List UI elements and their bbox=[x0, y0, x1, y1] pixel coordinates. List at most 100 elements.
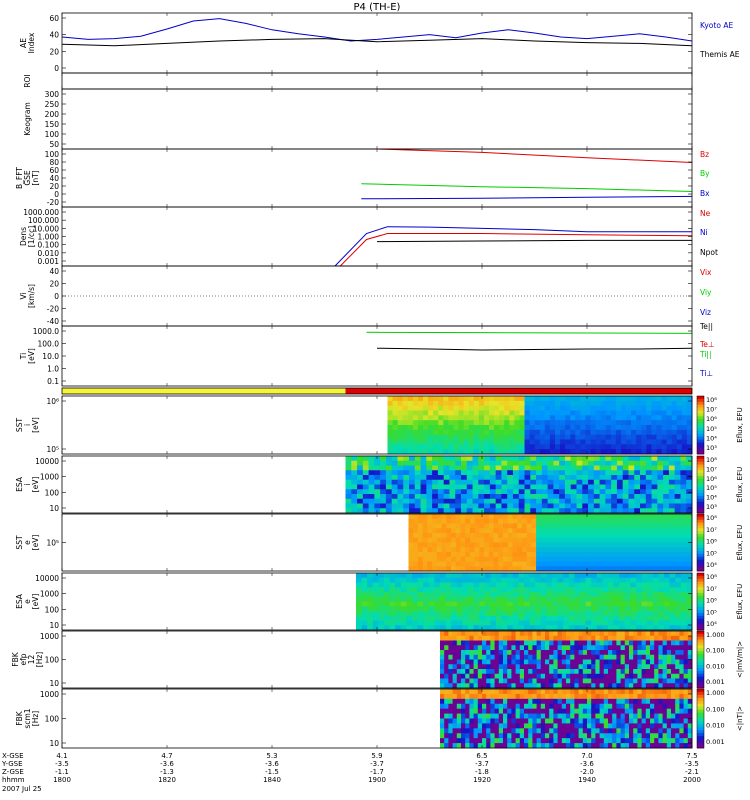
heat-cell bbox=[569, 542, 575, 548]
heat-cell bbox=[456, 664, 462, 670]
heat-cell bbox=[663, 542, 669, 548]
heat-cell bbox=[446, 537, 452, 543]
heat-cell bbox=[557, 693, 563, 700]
heat-cell bbox=[507, 547, 513, 553]
heat-cell bbox=[620, 703, 626, 710]
heat-cell bbox=[512, 561, 518, 567]
heat-cell bbox=[576, 508, 583, 514]
heat-cell bbox=[666, 631, 672, 637]
heat-cell bbox=[641, 703, 647, 710]
heat-cell bbox=[565, 425, 571, 431]
heat-cell bbox=[561, 673, 567, 679]
heat-cell bbox=[599, 508, 606, 514]
heat-cell bbox=[436, 566, 442, 572]
heat-cell bbox=[582, 718, 588, 724]
heat-cell bbox=[668, 552, 674, 558]
heat-cell bbox=[530, 465, 537, 471]
heat-cell bbox=[630, 547, 636, 553]
heat-cell bbox=[582, 489, 589, 495]
heat-cell bbox=[498, 743, 504, 749]
heat-cell bbox=[486, 738, 491, 744]
heat-cell bbox=[669, 577, 676, 583]
heat-cell bbox=[465, 683, 470, 689]
heat-cell bbox=[484, 573, 491, 579]
heat-cell bbox=[663, 556, 669, 562]
heat-cell bbox=[412, 577, 418, 583]
heat-cell bbox=[570, 396, 576, 402]
heat-cell bbox=[400, 592, 407, 598]
heat-cell bbox=[451, 523, 457, 529]
heat-cell bbox=[676, 400, 683, 407]
heat-cell bbox=[546, 573, 553, 579]
heat-cell bbox=[503, 547, 509, 553]
heat-cell bbox=[534, 449, 541, 455]
heat-cell bbox=[384, 601, 390, 607]
heat-cell bbox=[559, 528, 565, 534]
y-tick-label: 100 bbox=[45, 150, 60, 159]
heat-cell bbox=[503, 718, 508, 724]
heat-cell bbox=[512, 615, 519, 621]
colorbar-step bbox=[697, 419, 704, 423]
heat-cell bbox=[536, 533, 542, 539]
heat-cell bbox=[400, 601, 407, 607]
heat-cell bbox=[402, 444, 409, 450]
heat-cell bbox=[507, 738, 512, 744]
heat-cell bbox=[575, 410, 581, 416]
heat-cell bbox=[654, 743, 659, 749]
heat-cell bbox=[566, 631, 571, 637]
heat-cell bbox=[507, 489, 514, 495]
heat-cell bbox=[486, 645, 491, 651]
heat-cell bbox=[553, 489, 560, 495]
heat-cell bbox=[524, 738, 529, 744]
heat-cell bbox=[532, 640, 537, 646]
heat-cell bbox=[661, 405, 668, 411]
heat-cell bbox=[380, 460, 387, 466]
heat-cell bbox=[493, 556, 499, 562]
heat-cell bbox=[681, 415, 688, 421]
x-row-value: -1.7 bbox=[370, 768, 384, 776]
heat-cell bbox=[593, 498, 600, 504]
heat-cell bbox=[387, 410, 393, 416]
heat-cell bbox=[553, 664, 558, 670]
heat-cell bbox=[599, 693, 605, 700]
heat-cell bbox=[428, 405, 434, 411]
heat-cell bbox=[624, 664, 630, 670]
heat-cell bbox=[446, 528, 452, 534]
heat-cell bbox=[620, 415, 627, 421]
heat-cell bbox=[663, 484, 670, 490]
heat-cell bbox=[451, 537, 457, 543]
y-label-part: GSE bbox=[23, 170, 32, 186]
heat-cell bbox=[432, 489, 439, 495]
heat-cell bbox=[645, 733, 651, 739]
heat-cell bbox=[630, 620, 637, 626]
heat-cell bbox=[591, 654, 596, 660]
heat-cell bbox=[468, 400, 475, 407]
heat-cell bbox=[624, 631, 630, 637]
heat-cell bbox=[437, 508, 445, 514]
heat-cell bbox=[664, 601, 670, 607]
heat-cell bbox=[596, 577, 603, 583]
heat-cell bbox=[616, 645, 621, 651]
y-label-part: [Hz] bbox=[31, 711, 40, 727]
heat-cell bbox=[585, 577, 592, 583]
y-label-part: Keogram bbox=[23, 102, 32, 136]
colorbar-tick: 10⁷ bbox=[706, 526, 717, 534]
heat-cell bbox=[663, 528, 669, 534]
heat-cell bbox=[634, 456, 641, 462]
heat-cell bbox=[564, 556, 570, 562]
heat-cell bbox=[570, 631, 575, 637]
heat-cell bbox=[515, 683, 521, 689]
heat-cell bbox=[412, 429, 419, 436]
heat-cell bbox=[472, 503, 479, 509]
heat-cell bbox=[637, 713, 642, 719]
heat-cell bbox=[626, 434, 632, 440]
heat-cell bbox=[559, 547, 565, 553]
heat-cell bbox=[578, 683, 584, 689]
heat-cell bbox=[465, 689, 470, 695]
heat-cell bbox=[603, 733, 609, 739]
heat-cell bbox=[554, 523, 561, 529]
heat-cell bbox=[620, 654, 626, 660]
heat-cell bbox=[512, 494, 520, 500]
x-ticks bbox=[61, 456, 693, 513]
